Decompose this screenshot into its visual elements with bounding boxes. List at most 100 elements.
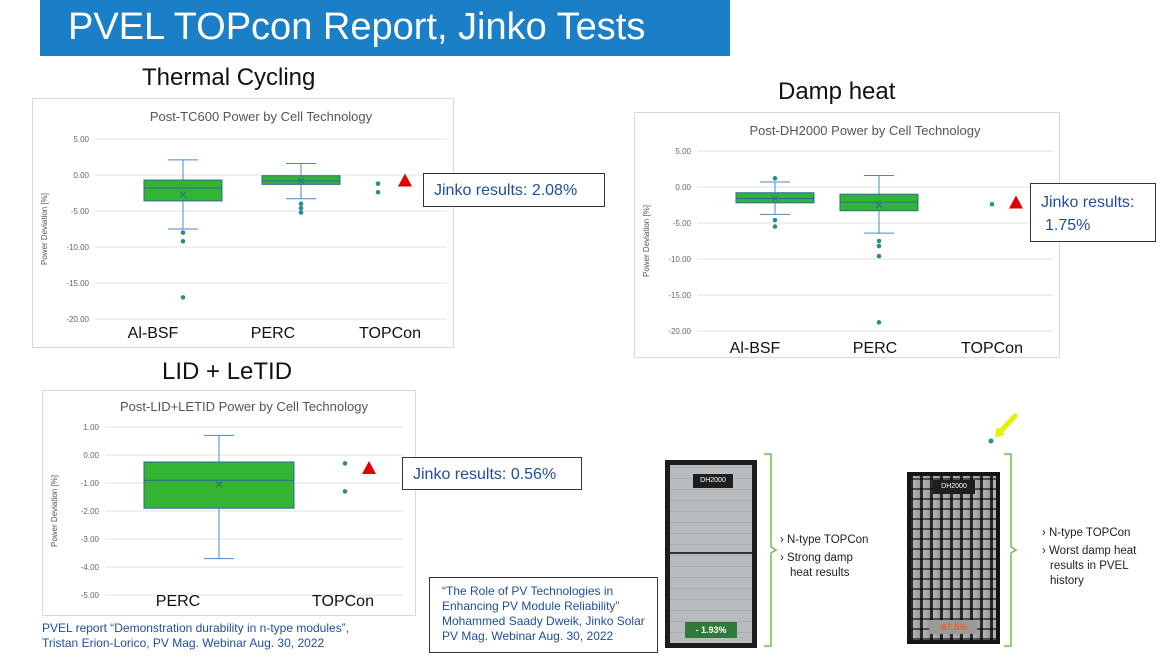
left-bullet-2: › Strong damp <box>780 552 853 564</box>
right-bullet-4: history <box>1050 575 1084 587</box>
y-tick-label: -20.00 <box>668 327 691 336</box>
slide-title-bar <box>40 0 730 56</box>
jinko-citation-box: “The Role of PV Technologies in Enhancin… <box>429 577 658 653</box>
dh-jinko-callout: Jinko results: 1.75% <box>1030 183 1156 242</box>
lid-jinko-callout: Jinko results: 0.56% <box>402 457 582 490</box>
topcon-point <box>342 489 348 494</box>
box <box>735 192 815 204</box>
outlier-point <box>298 205 304 211</box>
topcon-point <box>989 201 995 207</box>
outlier-point <box>180 295 186 300</box>
chart-title: Post-DH2000 Power by Cell Technology <box>750 123 981 138</box>
jinko-citation-line4: PV Mag. Webinar Aug. 30, 2022 <box>442 629 614 643</box>
damp-heat-heading: Damp heat <box>778 78 896 105</box>
right-bullet-2: › Worst damp heat <box>1042 545 1137 557</box>
category-label: TOPCon <box>312 593 374 610</box>
y-axis-label: Power Deviation [%] <box>40 193 49 265</box>
jinko-citation-line1: “The Role of PV Technologies in <box>442 584 614 598</box>
left-bracket <box>764 453 778 647</box>
chart-title: Post-LID+LETID Power by Cell Technology <box>120 399 368 414</box>
y-tick-label: -1.00 <box>81 479 100 488</box>
y-axis-label: Power Deviation [%] <box>50 475 59 547</box>
mean-marker <box>771 195 779 202</box>
outlier-point <box>298 201 304 207</box>
y-tick-label: -5.00 <box>71 207 90 216</box>
topcon-point <box>375 189 381 195</box>
mean-marker <box>297 177 305 185</box>
y-tick-label: 0.00 <box>73 171 89 180</box>
tc-boxplot: Post-TC600 Power by Cell Technology Power… <box>40 109 447 342</box>
y-tick-label: -4.00 <box>81 563 100 572</box>
category-label: TOPCon <box>359 325 421 342</box>
y-tick-label: -15.00 <box>66 279 89 288</box>
category-label: TOPCon <box>961 340 1023 357</box>
lid-boxplot: Post-LID+LETID Power by Cell Technology P… <box>50 399 403 610</box>
pvel-citation-line2: Tristan Erion-Lorico, PV Mag. Webinar Au… <box>42 636 325 650</box>
y-tick-label: -10.00 <box>668 255 691 264</box>
box <box>143 179 223 202</box>
outlier-point <box>772 224 778 229</box>
dh2000-tag-right: DH2000 <box>933 480 975 494</box>
module-power-change-right: -67.5% <box>929 620 977 634</box>
right-bullets: › N-type TOPCon › Worst damp heat result… <box>1042 526 1160 589</box>
y-tick-label: -15.00 <box>668 291 691 300</box>
lid-chart-frame: Post-LID+LETID Power by Cell Technology P… <box>42 390 416 616</box>
category-label: Al-BSF <box>128 325 179 342</box>
mean-marker <box>215 481 223 488</box>
y-tick-label: -5.00 <box>81 591 100 600</box>
outlier-point <box>876 253 882 259</box>
dh-jinko-result-label: Jinko results: <box>1041 194 1135 211</box>
tc-chart-frame: Post-TC600 Power by Cell Technology Power… <box>32 98 454 348</box>
mean-marker <box>875 201 883 209</box>
jinko-marker <box>1009 195 1023 209</box>
right-bullet-3: results in PVEL <box>1050 560 1129 572</box>
topcon-point <box>375 181 381 186</box>
outlier-point <box>772 176 778 181</box>
dh-boxplot: Post-DH2000 Power by Cell Technology Powe… <box>642 123 1053 357</box>
thermal-cycling-heading: Thermal Cycling <box>142 64 316 91</box>
category-label: PERC <box>251 325 295 342</box>
outlier-point <box>180 238 186 244</box>
tc-jinko-result: Jinko results: 2.08% <box>434 182 578 199</box>
module-power-change: - 1.93% <box>685 622 737 638</box>
category-label: PERC <box>853 340 897 357</box>
y-tick-label: -5.00 <box>673 219 692 228</box>
module-divider <box>670 552 752 554</box>
jinko-marker <box>398 173 412 187</box>
topcon-point <box>342 461 348 466</box>
category-label: Al-BSF <box>730 340 781 357</box>
y-tick-label: -2.00 <box>81 507 100 516</box>
module-photo-topcon-worst: DH2000 -67.5% <box>907 472 1000 644</box>
module-grid-overlay <box>911 476 996 640</box>
left-bullet-3: heat results <box>790 567 850 579</box>
outlier-point <box>298 210 304 215</box>
outlier-point <box>876 320 882 325</box>
dh-jinko-result-value: 1.75% <box>1045 217 1091 234</box>
y-tick-label: 0.00 <box>83 451 99 460</box>
tc-jinko-callout: Jinko results: 2.08% <box>423 173 605 207</box>
outlier-point <box>180 230 186 235</box>
left-bullets: › N-type TOPCon › Strong damp heat resul… <box>780 533 910 581</box>
y-tick-label: 5.00 <box>73 135 89 144</box>
y-tick-label: 1.00 <box>83 423 99 432</box>
box <box>261 175 341 185</box>
lid-jinko-result: Jinko results: 0.56% <box>413 466 557 483</box>
mean-marker <box>179 191 187 198</box>
y-axis-label: Power Deviation [%] <box>642 205 651 277</box>
y-tick-label: -20.00 <box>66 315 89 324</box>
jinko-citation-line3: Mohammed Saady Dweik, Jinko Solar <box>442 614 645 628</box>
jinko-citation-line2: Enhancing PV Module Reliability” <box>442 599 620 613</box>
outlier-point <box>876 243 882 249</box>
y-tick-label: -10.00 <box>66 243 89 252</box>
module-cells-panel <box>670 465 752 643</box>
y-tick-label: 0.00 <box>675 183 691 192</box>
right-bullet-1: › N-type TOPCon <box>1042 527 1131 539</box>
jinko-marker <box>362 461 376 474</box>
dh2000-tag: DH2000 <box>693 474 733 488</box>
category-label: PERC <box>156 593 200 610</box>
pvel-citation: PVEL report “Demonstration durability in… <box>42 621 422 651</box>
left-bullet-1: › N-type TOPCon <box>780 534 869 546</box>
slide-title: PVEL TOPcon Report, Jinko Tests <box>68 6 646 48</box>
right-bracket <box>1004 453 1018 647</box>
outlier-point <box>772 217 778 223</box>
